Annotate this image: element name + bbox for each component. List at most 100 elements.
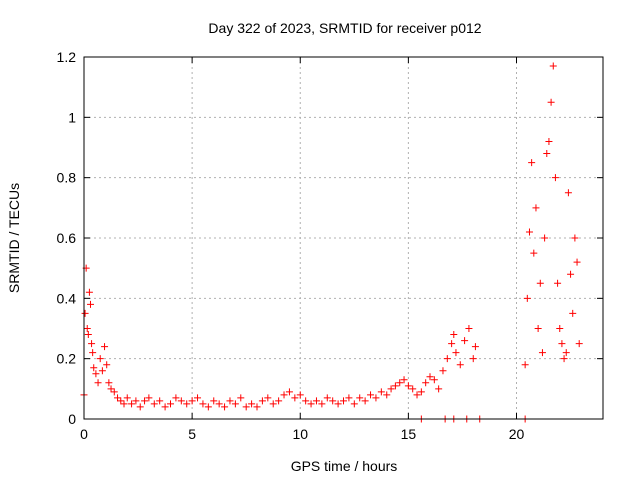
data-point-s0-68 (367, 391, 375, 399)
data-point-s0-34 (183, 400, 191, 408)
x-tick-label-1: 5 (188, 426, 196, 442)
y-tick-label-6: 1.2 (57, 49, 77, 65)
data-point-s0-6 (86, 300, 94, 308)
data-point-s0-98 (530, 249, 538, 257)
data-point-s0-112 (560, 355, 568, 363)
data-point-s0-82 (430, 376, 438, 384)
data-point-s0-73 (391, 382, 399, 390)
data-point-s0-102 (538, 349, 546, 357)
x-tick-label-0: 0 (80, 426, 88, 442)
data-point-s0-51 (275, 397, 283, 405)
data-point-s0-91 (465, 325, 473, 332)
data-point-s0-56 (302, 397, 310, 405)
data-point-s0-53 (285, 388, 293, 396)
data-point-s0-29 (156, 397, 164, 405)
data-point-s0-67 (361, 397, 369, 405)
data-point-s0-87 (450, 331, 458, 339)
data-point-s0-32 (172, 394, 180, 402)
data-point-s0-113 (562, 349, 570, 357)
data-point-s0-78 (413, 391, 421, 399)
data-point-s0-111 (558, 340, 566, 348)
data-point-s0-35 (188, 397, 196, 405)
data-point-s0-74 (396, 379, 404, 387)
data-point-s0-79 (417, 388, 425, 396)
axes: 0 5 10 15 20 0 0.2 0.4 0.6 0.8 1 1.2 (57, 49, 603, 442)
data-point-s0-8 (89, 349, 97, 357)
data-point-s0-12 (96, 355, 104, 363)
x-tick-label-4: 20 (509, 426, 525, 442)
data-point-s0-104 (543, 150, 551, 158)
data-point-s0-48 (258, 397, 266, 405)
data-point-s0-11 (94, 379, 102, 387)
data-point-s0-63 (340, 397, 347, 405)
data-point-s0-15 (103, 361, 111, 369)
data-point-s0-20 (117, 397, 125, 405)
data-point-s0-58 (312, 397, 320, 405)
data-point-s0-13 (98, 367, 106, 375)
y-tick-label-0: 0 (68, 411, 76, 427)
data-point-s0-94 (521, 361, 529, 369)
data-point-s0-108 (551, 174, 559, 182)
data-point-s0-14 (101, 343, 109, 351)
data-point-s0-52 (280, 391, 288, 399)
data-point-s0-40 (215, 400, 223, 408)
data-point-s0-54 (291, 394, 299, 402)
data-point-s0-96 (525, 228, 533, 236)
y-tick-label-5: 1 (68, 109, 76, 125)
data-point-s0-41 (221, 403, 229, 411)
data-point-s0-36 (194, 394, 202, 402)
x-tick-label-3: 15 (401, 426, 417, 442)
data-point-s0-100 (534, 325, 542, 332)
data-point-s0-83 (435, 385, 443, 393)
data-point-s0-55 (296, 391, 304, 399)
data-point-s0-4 (84, 331, 92, 339)
chart-title: Day 322 of 2023, SRMTID for receiver p01… (208, 20, 481, 36)
data-point-s0-28 (150, 400, 158, 408)
x-tick-label-2: 10 (292, 426, 308, 442)
y-tick-label-3: 0.6 (57, 230, 77, 246)
data-point-s0-5 (85, 288, 93, 296)
y-axis-label: SRMTID / TECUs (6, 183, 22, 293)
data-point-s0-92 (469, 355, 477, 363)
data-point-s0-110 (556, 325, 564, 332)
data-point-s0-49 (264, 394, 272, 402)
data-point-s0-47 (253, 403, 261, 411)
data-point-s0-95 (523, 294, 531, 302)
data-point-s0-64 (345, 394, 353, 402)
data-point-s0-3 (83, 325, 91, 332)
data-point-s0-57 (307, 400, 315, 408)
data-point-s0-61 (329, 397, 337, 405)
y-tick-label-4: 0.8 (57, 170, 77, 186)
data-point-s0-43 (231, 400, 239, 408)
data-points (80, 62, 583, 423)
data-point-s0-80 (422, 379, 430, 387)
data-point-s0-7 (88, 340, 96, 348)
data-point-s0-109 (554, 279, 562, 287)
data-point-s0-33 (177, 397, 185, 405)
data-point-s0-50 (269, 400, 277, 408)
data-point-s0-60 (323, 394, 331, 402)
data-point-s0-117 (571, 234, 579, 242)
x-axis-label: GPS time / hours (291, 458, 398, 474)
data-point-s0-37 (199, 400, 207, 408)
data-point-s0-84 (439, 367, 447, 375)
data-point-s0-18 (110, 388, 118, 396)
data-point-s0-89 (456, 361, 464, 369)
data-point-s0-103 (541, 234, 549, 242)
data-point-s0-1 (81, 309, 89, 317)
data-point-s0-25 (136, 403, 144, 411)
data-point-s0-10 (92, 370, 100, 378)
data-point-s0-38 (204, 403, 212, 411)
data-point-s0-107 (549, 62, 557, 70)
data-point-s0-76 (404, 382, 412, 390)
data-point-s0-31 (167, 400, 174, 408)
data-point-s0-72 (387, 385, 395, 393)
data-point-s0-66 (356, 394, 364, 402)
data-point-s0-65 (350, 400, 358, 408)
data-point-s0-69 (372, 394, 380, 402)
data-point-s0-44 (237, 394, 245, 402)
data-point-s0-24 (132, 397, 140, 405)
data-point-s0-19 (114, 394, 122, 402)
data-point-s0-90 (461, 337, 469, 345)
data-point-s0-42 (226, 397, 234, 405)
